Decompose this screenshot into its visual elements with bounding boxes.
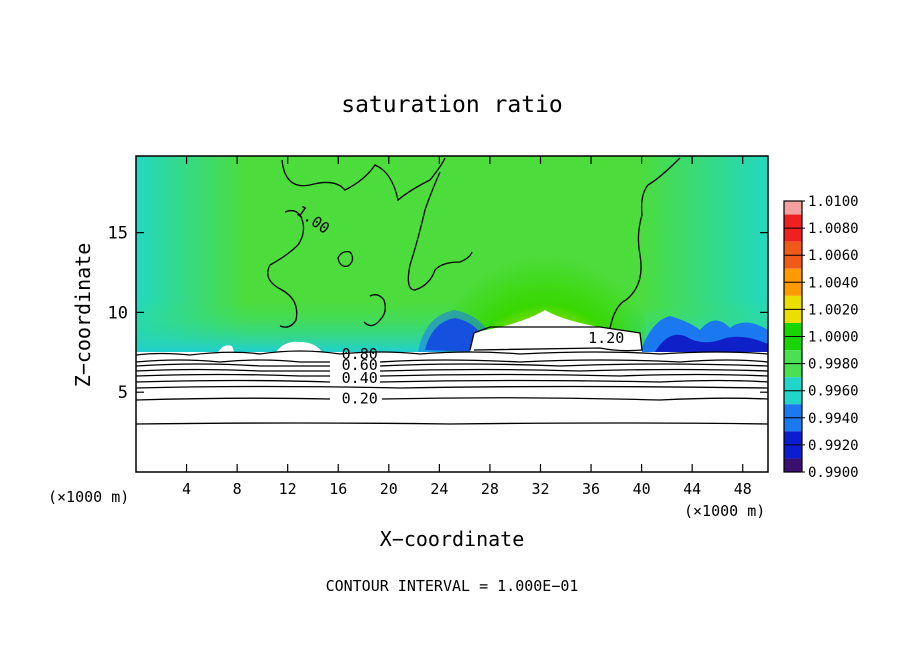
x-tick-label: 36 [582, 480, 600, 498]
contour-0-20 [136, 397, 768, 401]
contour-1-00-pocket-b [363, 294, 386, 327]
x-axis-label: X−coordinate [380, 527, 525, 551]
colorbar-label: 0.9980 [808, 357, 859, 373]
x-tick-label: 12 [279, 480, 297, 498]
plot-frame [135, 155, 769, 473]
plot-area [136, 156, 768, 472]
contour-interval-footer: CONTOUR INTERVAL = 1.000E−01 [326, 577, 579, 595]
colorbar: 1.0100 1.0080 1.0060 1.0040 1.0020 1.0000 0.99… [783, 194, 859, 481]
x-tick-label: 32 [531, 480, 549, 498]
y-tick-label: 10 [108, 303, 128, 323]
colorbar-swatch [784, 201, 802, 215]
contour-0-70 [136, 363, 768, 367]
x-unit-right: (×1000 m) [684, 502, 765, 520]
cloud-top-white [470, 310, 642, 352]
contour-label: 0.20 [342, 390, 378, 408]
subsaturated-patch-right-core [655, 334, 768, 354]
contour-0-30 [136, 385, 768, 389]
contour-0-50 [136, 373, 768, 377]
colorbar-label: 0.9940 [808, 411, 859, 427]
contour-0-40 [136, 379, 768, 383]
contour-0-60 [136, 368, 768, 372]
contour-lines [136, 157, 768, 425]
contour-0-10 [136, 422, 768, 425]
contour-cloud-edge [136, 350, 768, 356]
colorbar-label: 1.0020 [808, 302, 859, 318]
colorbar-label: 0.9920 [808, 438, 859, 454]
contour-1-00 [267, 157, 473, 328]
x-tick-label: 40 [633, 480, 651, 498]
x-tick-label: 28 [481, 480, 499, 498]
x-tick-label: 4 [182, 480, 191, 498]
x-tick-label: 8 [233, 480, 242, 498]
contour-label: 0.60 [342, 356, 378, 374]
contour-1-20 [469, 326, 643, 352]
contour-label: 0.80 [342, 345, 378, 363]
chart-title: saturation ratio [341, 92, 563, 118]
x-tick-label: 24 [430, 480, 448, 498]
y-axis-label: Z−coordinate [71, 243, 95, 388]
colorbar-label: 0.9960 [808, 384, 859, 400]
small-cloud-2 [218, 345, 234, 352]
contour-1-00-pocket-a [337, 250, 354, 267]
colorbar-label: 1.0100 [808, 194, 859, 210]
contour-1-00-right [609, 157, 681, 329]
cloud-region [136, 352, 768, 472]
axis-ticks [136, 156, 768, 472]
y-tick-label: 15 [108, 224, 128, 244]
contour-0-80 [136, 359, 768, 363]
contour-label: 0.40 [342, 369, 378, 387]
y-tick-label: 5 [118, 383, 128, 403]
colorbar-label: 1.0060 [808, 248, 859, 264]
colorbar-label: 1.0080 [808, 221, 859, 237]
x-tick-label: 20 [380, 480, 398, 498]
x-tick-label: 48 [734, 480, 752, 498]
colorbar-label: 0.9900 [808, 465, 859, 481]
contour-label: 1.20 [588, 329, 624, 347]
colorbar-label: 1.0000 [808, 330, 859, 346]
colorbar-swatch [784, 458, 802, 472]
x-tick-label: 44 [683, 480, 701, 498]
small-cloud-1 [276, 341, 322, 352]
x-tick-label: 16 [329, 480, 347, 498]
colorbar-label: 1.0040 [808, 275, 859, 291]
x-unit-left: (×1000 m) [48, 488, 129, 506]
